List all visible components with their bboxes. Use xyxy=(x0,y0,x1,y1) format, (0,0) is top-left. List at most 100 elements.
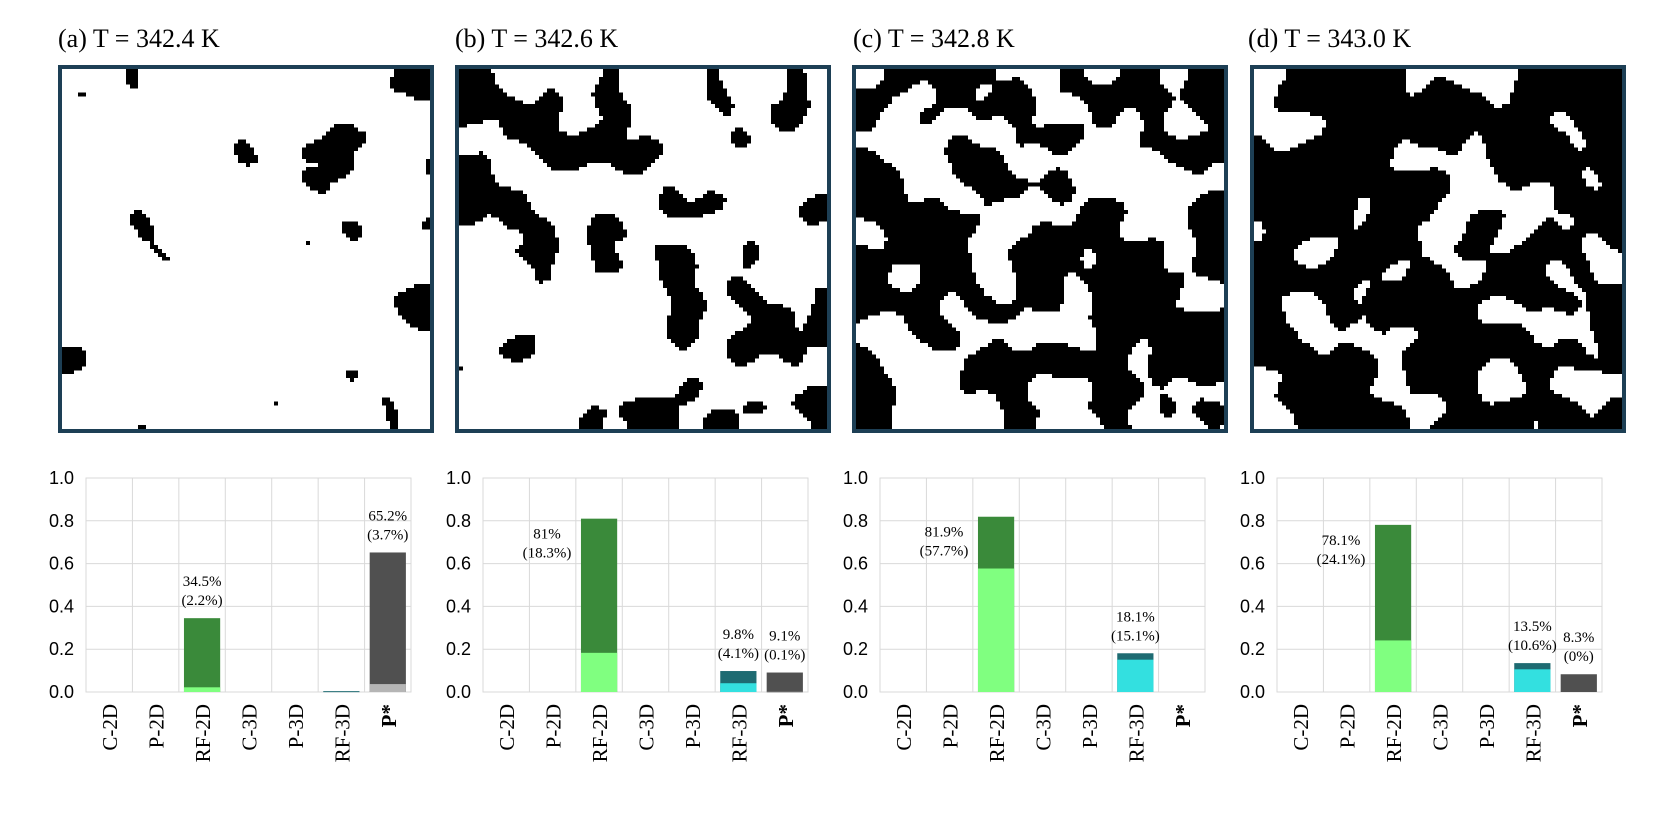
category-label: C-3D xyxy=(238,704,262,751)
bar-inner-RF-3D xyxy=(1514,669,1551,692)
y-tick-label: 0.2 xyxy=(1240,639,1265,659)
y-tick-label: 0.6 xyxy=(1240,554,1265,574)
bar-inner-RF-3D xyxy=(720,683,757,692)
data-label: (15.1%) xyxy=(1111,628,1160,644)
plot-area xyxy=(1276,477,1603,693)
y-tick-label: 0.8 xyxy=(1240,511,1265,531)
category-label: P* xyxy=(377,704,401,727)
category-label: P-3D xyxy=(284,704,308,748)
domain-map xyxy=(62,69,430,429)
simulation-snapshot-c xyxy=(852,65,1228,433)
data-label: (10.6%) xyxy=(1508,638,1557,654)
category-label: RF-3D xyxy=(1521,704,1545,762)
y-tick-label: 0.4 xyxy=(1240,596,1265,616)
y-tick-label: 1.0 xyxy=(843,468,868,488)
category-label: C-2D xyxy=(98,704,122,751)
data-label: 78.1% xyxy=(1322,533,1361,549)
panel-title-a: (a) T = 342.4 K xyxy=(58,24,220,53)
category-label: RF-2D xyxy=(985,704,1009,762)
y-tick-label: 0.2 xyxy=(49,639,74,659)
y-tick-label: 0.6 xyxy=(446,554,471,574)
y-tick-label: 0.0 xyxy=(49,682,74,702)
panel-title-d: (d) T = 343.0 K xyxy=(1248,24,1412,53)
domain-map xyxy=(1254,69,1622,429)
data-label: 18.1% xyxy=(1116,609,1155,625)
y-tick-label: 0.8 xyxy=(49,511,74,531)
category-label: P-2D xyxy=(1336,704,1360,748)
category-label: P* xyxy=(774,704,798,727)
y-tick-label: 0.8 xyxy=(446,511,471,531)
domain-map xyxy=(856,69,1224,429)
data-label: 9.1% xyxy=(769,629,800,645)
bar-inner-P* xyxy=(369,684,406,692)
panel-title-c: (c) T = 342.8 K xyxy=(853,24,1015,53)
data-label: 81.9% xyxy=(925,525,964,541)
bar-total-P* xyxy=(1560,674,1597,692)
y-tick-label: 0.4 xyxy=(49,596,74,616)
panel-title-b: (b) T = 342.6 K xyxy=(455,24,619,53)
category-label: P* xyxy=(1171,704,1195,727)
category-label: C-2D xyxy=(1289,704,1313,751)
category-label: C-3D xyxy=(1032,704,1056,751)
domain-map xyxy=(459,69,827,429)
data-label: 13.5% xyxy=(1513,619,1552,635)
category-label: C-2D xyxy=(495,704,519,751)
data-label: (3.7%) xyxy=(367,527,408,543)
y-tick-label: 1.0 xyxy=(1240,468,1265,488)
simulation-snapshot-b xyxy=(455,65,831,433)
bar-total-P* xyxy=(369,552,406,692)
category-label: P-3D xyxy=(1078,704,1102,748)
category-label: P* xyxy=(1568,704,1592,727)
category-label: RF-3D xyxy=(1124,704,1148,762)
data-label: (57.7%) xyxy=(920,544,969,560)
bar-inner-RF-2D xyxy=(580,652,618,692)
plot-area xyxy=(482,477,809,693)
bar-inner-P* xyxy=(766,691,803,693)
y-tick-label: 1.0 xyxy=(49,468,74,488)
y-tick-label: 0.0 xyxy=(446,682,471,702)
data-label: (0.1%) xyxy=(764,648,805,664)
data-label: 65.2% xyxy=(368,508,407,524)
simulation-snapshot-d xyxy=(1250,65,1626,433)
category-label: P-2D xyxy=(542,704,566,748)
category-label: P-3D xyxy=(681,704,705,748)
y-tick-label: 1.0 xyxy=(446,468,471,488)
data-label: 9.8% xyxy=(723,627,754,643)
bar-inner-RF-2D xyxy=(1374,640,1412,692)
simulation-snapshot-a xyxy=(58,65,434,433)
y-tick-label: 0.4 xyxy=(446,596,471,616)
bar-total-RF-2D xyxy=(183,618,221,692)
bar-inner-RF-2D xyxy=(183,687,221,692)
bar-chart-a: 0.0 0.2 0.4 0.6 0.8 1.0 C-2D P-2D RF-2D C-3D P-3D R… xyxy=(49,468,412,762)
data-label: (18.3%) xyxy=(523,546,572,562)
bar-total-P* xyxy=(766,672,803,692)
bar-chart-b: 0.0 0.2 0.4 0.6 0.8 1.0 C-2D P-2D RF-2D C-3D P-3D R… xyxy=(446,468,809,762)
category-label: RF-3D xyxy=(727,704,751,762)
category-label: RF-2D xyxy=(191,704,215,762)
bar-total-RF-3D xyxy=(323,691,360,693)
category-label: P-3D xyxy=(1475,704,1499,748)
y-tick-label: 0.6 xyxy=(843,554,868,574)
category-label: RF-2D xyxy=(1382,704,1406,762)
category-label: RF-3D xyxy=(330,704,354,762)
data-label: (4.1%) xyxy=(718,646,759,662)
plot-area xyxy=(879,477,1206,693)
category-label: C-3D xyxy=(635,704,659,751)
bar-inner-RF-2D xyxy=(977,568,1015,692)
data-label: 81% xyxy=(533,527,561,543)
plot-area xyxy=(85,477,412,693)
y-tick-label: 0.6 xyxy=(49,554,74,574)
bar-chart-c: 0.0 0.2 0.4 0.6 0.8 1.0 C-2D P-2D RF-2D C-3D P-3D R… xyxy=(843,468,1206,762)
data-label: (2.2%) xyxy=(181,593,222,609)
category-label: P-2D xyxy=(145,704,169,748)
bar-inner-RF-3D xyxy=(1117,659,1154,692)
y-tick-label: 0.4 xyxy=(843,596,868,616)
y-tick-label: 0.2 xyxy=(843,639,868,659)
y-tick-label: 0.0 xyxy=(1240,682,1265,702)
y-tick-label: 0.0 xyxy=(843,682,868,702)
data-label: (0%) xyxy=(1564,649,1594,665)
y-tick-label: 0.8 xyxy=(843,511,868,531)
category-label: RF-2D xyxy=(588,704,612,762)
category-label: C-2D xyxy=(892,704,916,751)
